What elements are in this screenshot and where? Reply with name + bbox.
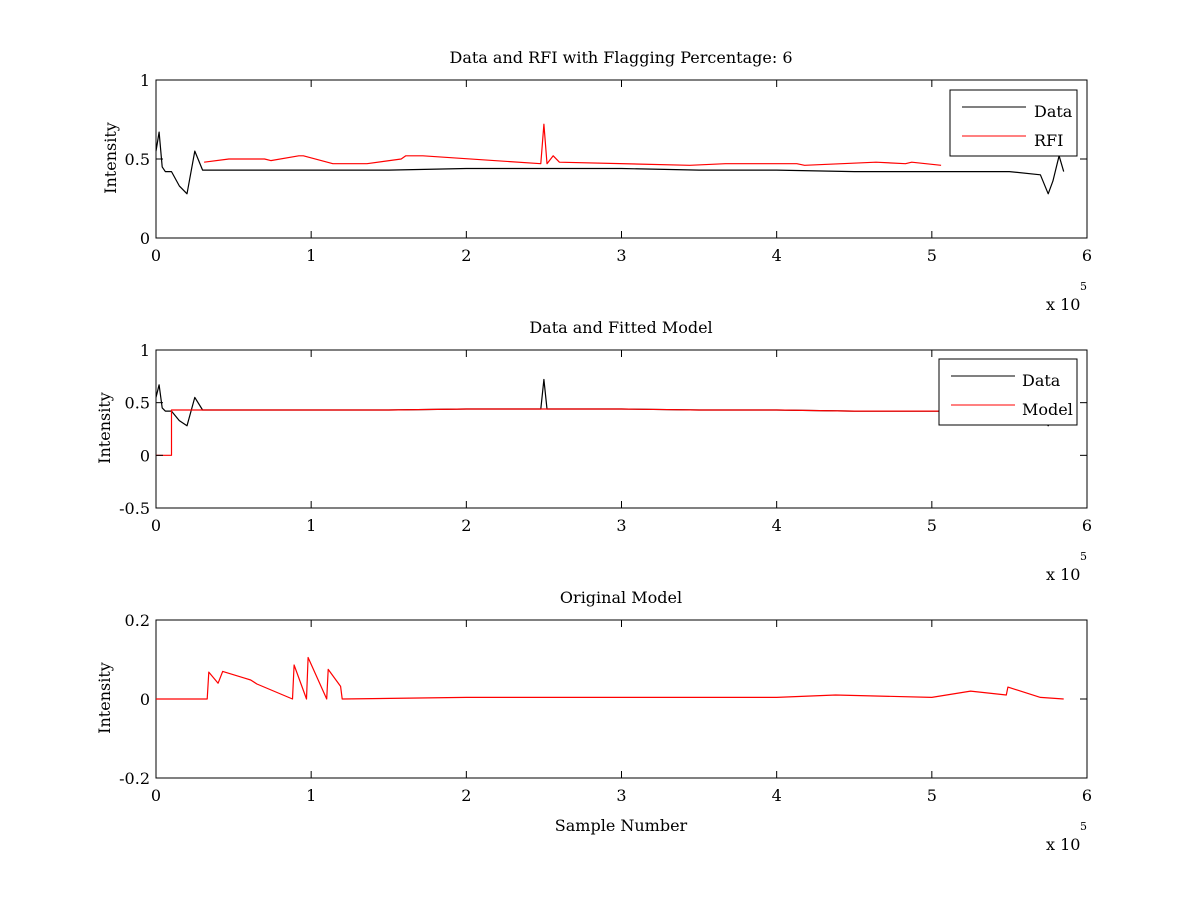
plot-area (155, 349, 1088, 509)
x-tick-label: 6 (1082, 786, 1092, 805)
panel-fitted-model: Data and Fitted Model Intensity x 10 5 D… (95, 318, 1092, 584)
legend-entry-data: Data (1034, 102, 1073, 121)
x-tick-label: 1 (306, 786, 316, 805)
x-exponent-label: x 10 (1046, 565, 1080, 584)
legend: Data RFI (949, 89, 1078, 157)
legend-box (949, 89, 1078, 157)
x-tick-label: 3 (616, 786, 626, 805)
x-tick-label: 1 (306, 516, 316, 535)
x-tick-label: 5 (927, 516, 937, 535)
x-tick-label: 0 (151, 516, 161, 535)
y-tick-label: 0.5 (125, 394, 150, 413)
legend-box (938, 358, 1078, 426)
x-tick-label: 6 (1082, 516, 1092, 535)
x-exponent-label: x 10 (1046, 295, 1080, 314)
panel-original-model: Original Model Intensity Sample Number x… (95, 588, 1092, 854)
x-tick-label: 3 (616, 246, 626, 265)
x-axis-label: Sample Number (555, 816, 688, 835)
y-axis-label: Intensity (95, 392, 114, 464)
x-exponent-power: 5 (1080, 280, 1087, 293)
y-tick-label: 0.2 (125, 611, 150, 630)
y-tick-label: 0 (140, 229, 150, 248)
x-tick-label: 5 (927, 786, 937, 805)
x-tick-label: 2 (461, 246, 471, 265)
panel-data-rfi: Data and RFI with Flagging Percentage: 6… (101, 48, 1092, 314)
x-tick-label: 4 (772, 516, 782, 535)
x-tick-label: 2 (461, 786, 471, 805)
x-tick-label: 4 (772, 786, 782, 805)
series-line-data (155, 131, 1065, 195)
x-exponent-power: 5 (1080, 550, 1087, 563)
y-tick-label: 1 (140, 71, 150, 90)
plot-area (155, 79, 1088, 239)
legend: Data Model (938, 358, 1078, 426)
series-line-model (156, 408, 1064, 456)
x-exponent-label: x 10 (1046, 835, 1080, 854)
y-tick-label: 0 (140, 446, 150, 465)
x-tick-label: 0 (151, 246, 161, 265)
x-tick-label: 3 (616, 516, 626, 535)
series-line-model (156, 656, 1064, 700)
y-tick-label: -0.2 (119, 769, 150, 788)
x-tick-label: 2 (461, 516, 471, 535)
y-axis-label: Intensity (95, 662, 114, 734)
legend-entry-rfi: RFI (1034, 131, 1063, 150)
x-tick-label: 6 (1082, 246, 1092, 265)
x-tick-label: 1 (306, 246, 316, 265)
legend-entry-model: Model (1022, 400, 1073, 419)
chart-title: Data and Fitted Model (529, 318, 712, 337)
x-tick-label: 0 (151, 786, 161, 805)
x-exponent-power: 5 (1080, 820, 1087, 833)
x-tick-label: 5 (927, 246, 937, 265)
y-tick-label: -0.5 (119, 499, 150, 518)
chart-title: Original Model (560, 588, 682, 607)
chart-title: Data and RFI with Flagging Percentage: 6 (449, 48, 792, 67)
y-tick-label: 1 (140, 341, 150, 360)
y-tick-label: 0.5 (125, 150, 150, 169)
x-tick-label: 4 (772, 246, 782, 265)
series-line-rfi (204, 123, 942, 166)
y-axis-label: Intensity (101, 122, 120, 194)
legend-entry-data: Data (1022, 371, 1061, 390)
plot-area (155, 619, 1088, 779)
y-tick-label: 0 (140, 690, 150, 709)
